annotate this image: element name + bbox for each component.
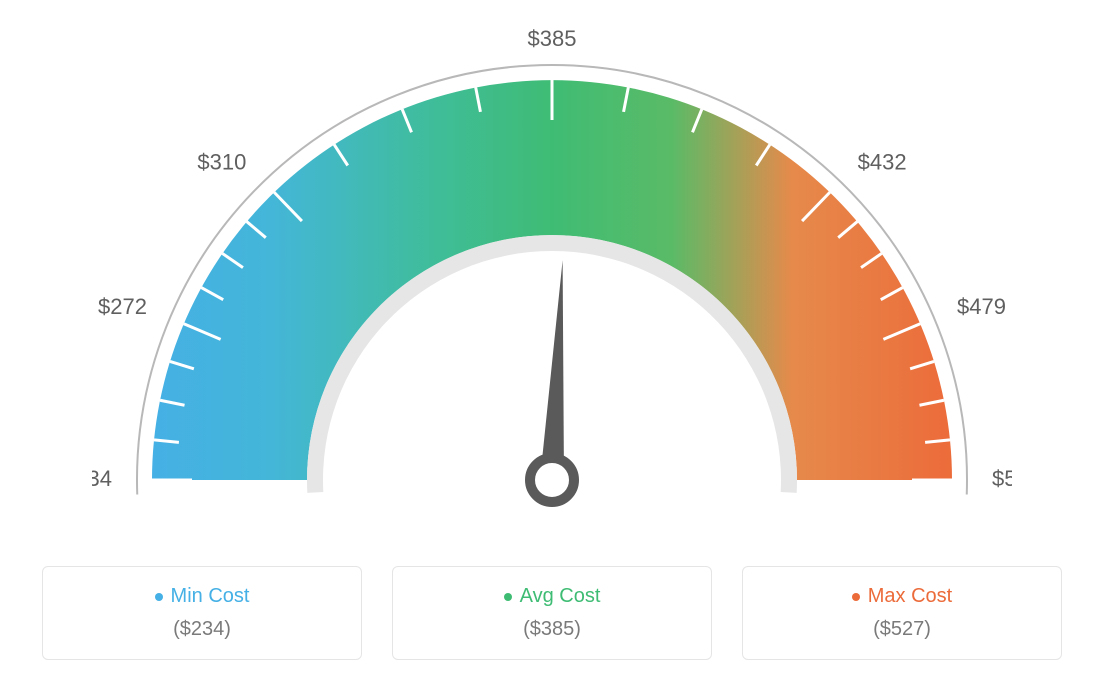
gauge-tick-label: $479 [957,294,1006,319]
legend-box-max: Max Cost ($527) [742,566,1062,660]
gauge-tick-label: $527 [992,466,1012,491]
gauge-svg: $234 $272 $310 $385 $432 $479 $527 [92,20,1012,560]
legend-label-max: Max Cost [763,585,1041,608]
gauge-tick-label: $432 [858,149,907,174]
gauge-tick-label: $310 [197,149,246,174]
legend-dot-min [155,593,163,601]
gauge-chart: $234 $272 $310 $385 $432 $479 $527 [92,20,1012,565]
legend-label-avg: Avg Cost [413,585,691,608]
legend-label-text-max: Max Cost [868,585,952,608]
gauge-tick-label: $385 [528,26,577,51]
legend-dot-avg [504,593,512,601]
legend-dot-max [852,593,860,601]
legend-label-text-min: Min Cost [171,585,250,608]
gauge-tick-label: $234 [92,466,112,491]
gauge-needle [540,260,564,480]
legend-label-min: Min Cost [63,585,341,608]
gauge-hub [530,458,574,502]
legend-value-avg: ($385) [413,618,691,641]
legend-value-min: ($234) [63,618,341,641]
legend-value-max: ($527) [763,618,1041,641]
legend-box-min: Min Cost ($234) [42,566,362,660]
gauge-tick-label: $272 [98,294,147,319]
legend-box-avg: Avg Cost ($385) [392,566,712,660]
legend-row: Min Cost ($234) Avg Cost ($385) Max Cost… [0,566,1104,660]
legend-label-text-avg: Avg Cost [520,585,601,608]
